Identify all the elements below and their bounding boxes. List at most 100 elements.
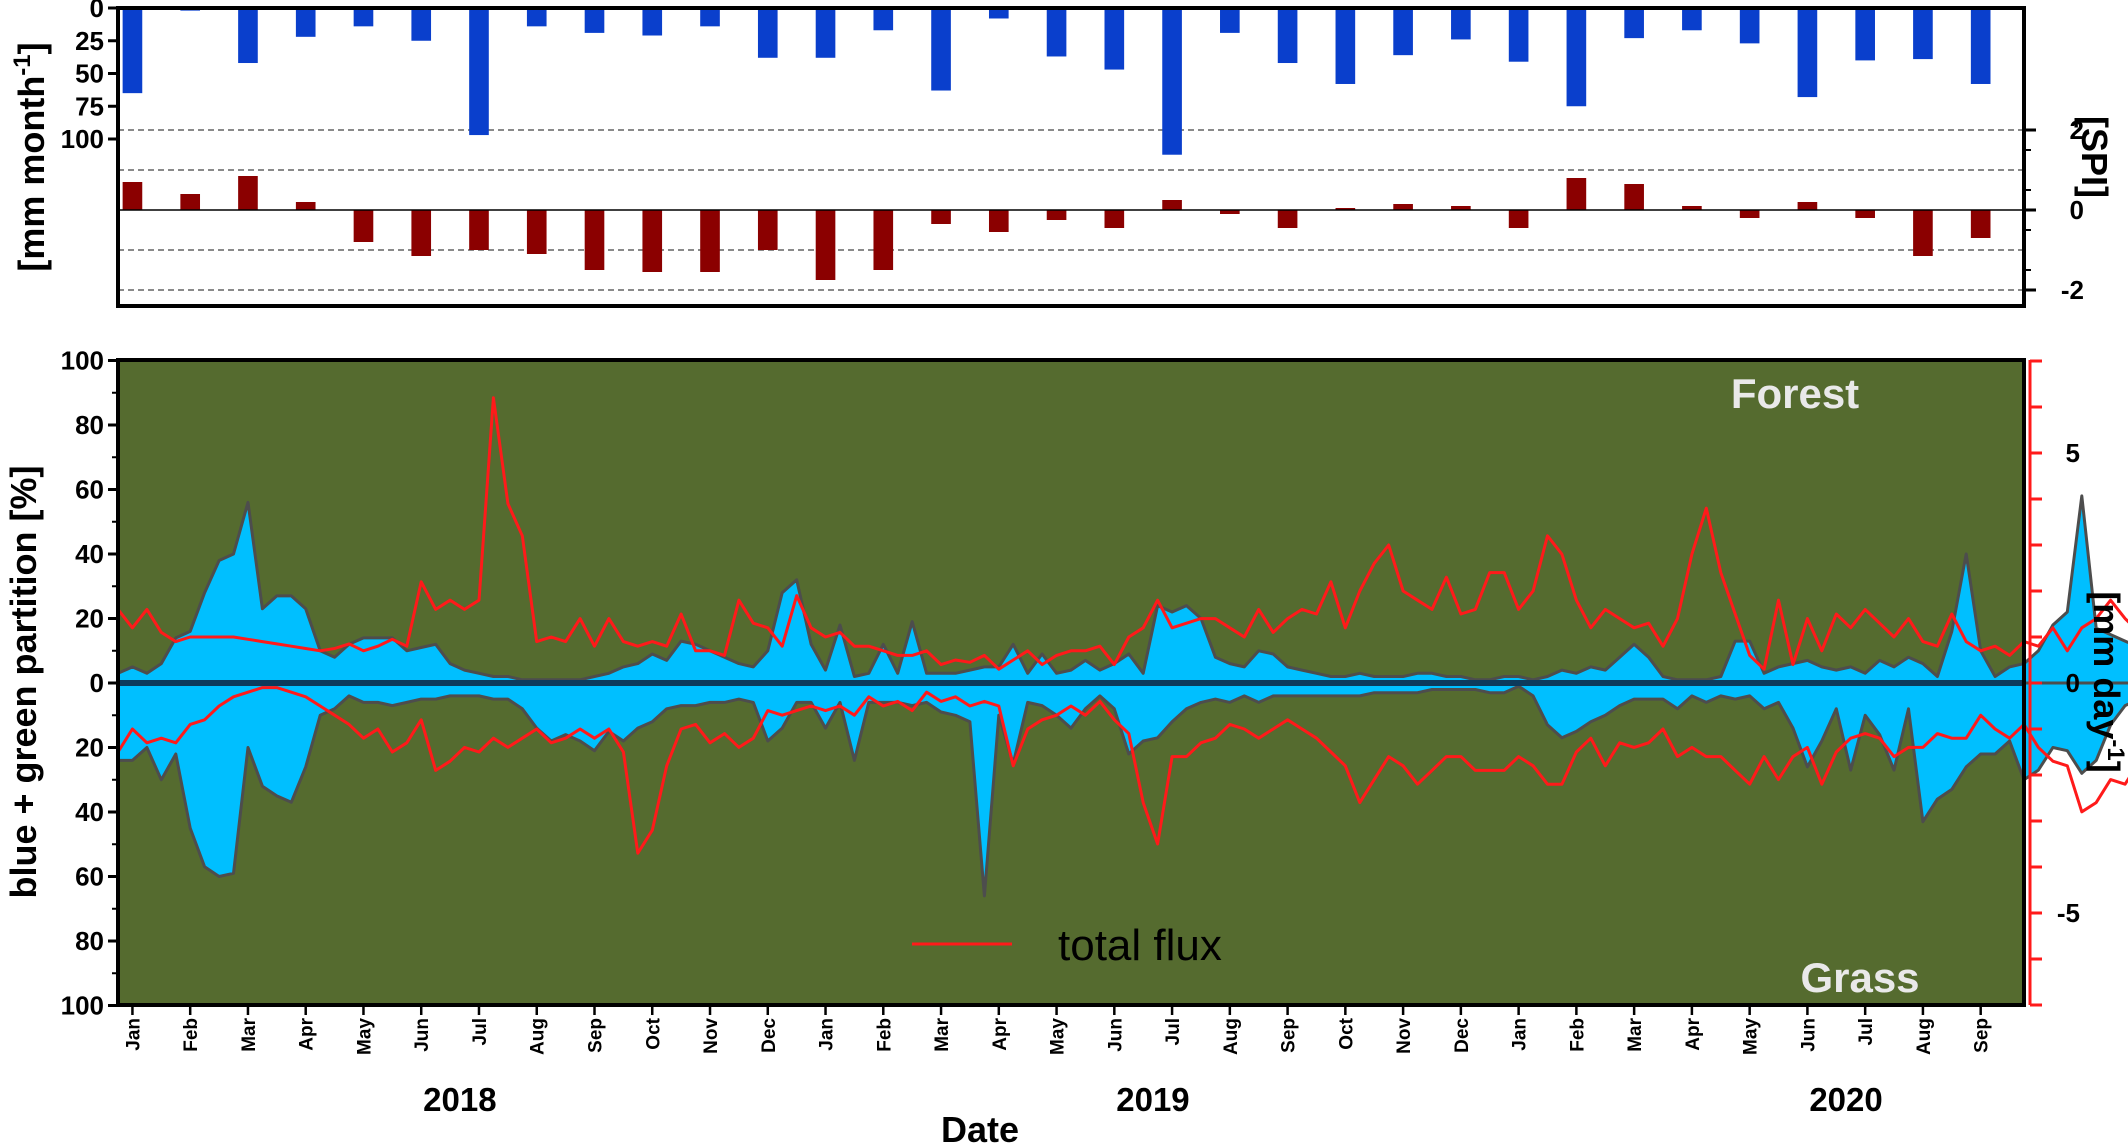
top-plot-frame	[118, 8, 2024, 306]
precip-bar	[1162, 8, 1182, 155]
precip-bar	[1104, 8, 1125, 70]
spi-bar	[122, 182, 143, 210]
spi-bar	[642, 210, 663, 272]
date-axis-label: Date	[941, 1109, 1019, 1148]
precip-bar	[411, 8, 432, 41]
month-label: Jan	[1510, 1018, 1531, 1051]
precip-bar	[1451, 8, 1471, 40]
precip-bar	[1508, 8, 1529, 62]
partition-tick-label: 40	[75, 797, 104, 827]
month-label: Feb	[874, 1018, 895, 1052]
month-label: Jul	[1163, 1018, 1184, 1045]
grass-panel-label: Grass	[1800, 954, 1919, 1001]
spi-bar	[1566, 178, 1587, 210]
month-label: Dec	[759, 1018, 780, 1053]
spi-bar	[353, 210, 374, 242]
spi-axis-ticks: 2 0 -2	[2024, 115, 2084, 305]
partition-tick-label: 100	[61, 346, 104, 376]
month-label: Feb	[181, 1018, 202, 1052]
precip-bar	[1682, 8, 1702, 31]
precip-bar	[122, 8, 143, 94]
spi-bar	[931, 210, 951, 224]
spi-bar	[873, 210, 894, 270]
spi-bar	[815, 210, 836, 280]
spi-bar	[295, 202, 316, 210]
month-label: Jul	[1856, 1018, 1877, 1045]
precip-bar	[815, 8, 836, 58]
precip-axis-label: [mm month-1]	[9, 42, 52, 271]
partition-axis-label: blue + green partition [%]	[3, 465, 44, 898]
month-label: May	[1048, 1018, 1069, 1055]
year-label: 2019	[1116, 1081, 1189, 1118]
spi-bar	[1162, 200, 1182, 210]
top-plot-border	[116, 6, 2026, 308]
bars-layer	[122, 8, 1991, 280]
spi-bar	[1913, 210, 1933, 256]
spi-bar	[1797, 202, 1818, 210]
spi-tick-label: 2	[2070, 115, 2084, 145]
month-label: Jun	[1798, 1018, 1819, 1052]
spi-bar	[1220, 210, 1240, 214]
precip-bar	[295, 8, 316, 37]
precip-tick-label: 50	[75, 59, 104, 89]
spi-bar	[1624, 184, 1644, 210]
partition-tick-label: 60	[75, 475, 104, 505]
precip-bar	[1797, 8, 1818, 98]
month-label: Apr	[990, 1017, 1011, 1050]
spi-bar	[1393, 204, 1413, 210]
month-label: Oct	[643, 1017, 664, 1049]
spi-bar	[584, 210, 605, 270]
precip-bar	[526, 8, 547, 27]
month-label: Sep	[586, 1018, 607, 1053]
spi-reference-lines	[118, 129, 2024, 291]
spi-bar	[757, 210, 778, 250]
precip-bar	[1855, 8, 1875, 61]
precip-label-end: ]	[11, 42, 52, 54]
precip-bar	[931, 8, 951, 91]
flux-axis-label: [mm day-1]	[2086, 591, 2128, 772]
month-label: Nov	[1394, 1018, 1415, 1054]
month-label: Apr	[297, 1017, 318, 1050]
precip-bar	[988, 8, 1009, 19]
precip-bar	[584, 8, 605, 33]
month-label: Mar	[1625, 1017, 1646, 1051]
precip-bar	[757, 8, 778, 58]
flux-tick-label: 5	[2066, 438, 2080, 468]
precip-tick-label: 100	[61, 124, 104, 154]
month-label: May	[1741, 1018, 1762, 1055]
precip-bar	[873, 8, 894, 31]
spi-bar	[1855, 210, 1875, 218]
month-label: Apr	[1683, 1017, 1704, 1050]
spi-tick-label: 0	[2070, 195, 2084, 225]
forest-panel-label: Forest	[1731, 370, 1859, 417]
grass-partition-area	[116, 681, 2128, 898]
precip-bar	[1277, 8, 1298, 64]
legend-total-flux-label: total flux	[1058, 921, 1222, 970]
precip-bar	[353, 8, 374, 27]
flux-tick-label: 0	[2066, 668, 2080, 698]
month-label: Mar	[932, 1017, 953, 1051]
precip-tick-label: 25	[75, 26, 104, 56]
grass-total-flux-line	[116, 686, 2128, 855]
month-label: Jan	[123, 1018, 144, 1051]
spi-bar	[411, 210, 432, 256]
month-label: Jun	[412, 1018, 433, 1052]
month-label: Mar	[239, 1017, 260, 1051]
partition-tick-label: 20	[75, 733, 104, 763]
month-label: Aug	[1914, 1018, 1935, 1055]
spi-bar	[238, 176, 258, 210]
partition-axis-ticks: 100 80 60 40 20 0 20 40 60 80 100	[61, 346, 118, 1021]
flux-axis: 5 0 -5	[2028, 359, 2080, 1007]
month-label: Nov	[701, 1018, 722, 1054]
partition-flux-panel: Forest Grass total flux 100 80 60 40 20 0 20 40…	[3, 346, 2128, 1148]
month-label: May	[354, 1018, 375, 1055]
precip-bar	[700, 8, 720, 27]
spi-bar	[1335, 208, 1356, 210]
spi-bar	[1739, 210, 1760, 218]
spi-bar	[180, 194, 201, 210]
spi-bar	[1277, 210, 1298, 228]
spi-bar	[1046, 210, 1067, 220]
precip-bar	[469, 8, 489, 136]
legend: total flux	[912, 921, 1222, 970]
